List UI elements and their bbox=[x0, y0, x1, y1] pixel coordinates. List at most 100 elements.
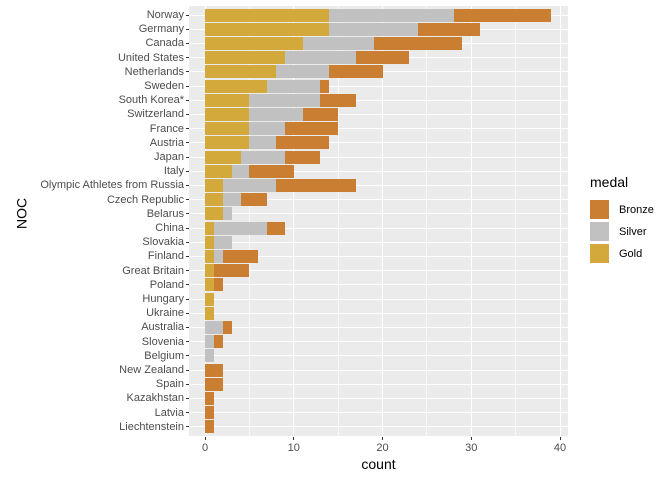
y-axis-label: Sweden bbox=[144, 80, 184, 92]
bar-segment-bronze bbox=[222, 321, 232, 334]
bar-stack bbox=[205, 335, 223, 349]
bar-segment-bronze bbox=[355, 51, 410, 65]
bar-row bbox=[189, 335, 568, 349]
bar-row bbox=[189, 377, 568, 391]
legend-label: Gold bbox=[619, 247, 643, 260]
bar-row bbox=[189, 320, 568, 334]
legend-key-gold bbox=[590, 244, 609, 263]
gridline-minor bbox=[515, 6, 517, 436]
bar-segment-gold bbox=[205, 65, 276, 79]
row-gridline bbox=[189, 255, 568, 257]
legend-label: Bronze bbox=[619, 203, 654, 216]
bar-stack bbox=[205, 349, 214, 363]
bar-segment-gold bbox=[205, 37, 303, 50]
y-tick-mark bbox=[185, 99, 189, 101]
y-axis-label: Slovakia bbox=[142, 236, 184, 249]
y-axis-label: Liechtenstein bbox=[119, 420, 184, 433]
bar-segment-bronze bbox=[240, 193, 268, 207]
bar-segment-silver bbox=[213, 235, 232, 249]
bar-segment-bronze bbox=[205, 377, 223, 391]
bar-segment-silver bbox=[231, 164, 250, 178]
bar-stack bbox=[205, 392, 214, 405]
bar-stack bbox=[205, 150, 321, 164]
gridline-minor bbox=[337, 6, 339, 436]
bar-segment-gold bbox=[205, 79, 268, 93]
gridline-major bbox=[382, 6, 383, 436]
bar-segment-gold bbox=[205, 264, 214, 278]
y-axis-label: Italy bbox=[163, 165, 184, 178]
bar-segment-silver bbox=[205, 335, 214, 349]
bar-segment-bronze bbox=[276, 136, 330, 150]
gridline-major bbox=[204, 6, 206, 436]
bar-segment-silver bbox=[205, 321, 223, 334]
bar-row bbox=[189, 278, 568, 292]
bar-segment-bronze bbox=[329, 65, 383, 79]
row-gridline bbox=[189, 426, 568, 428]
bar-row bbox=[189, 207, 568, 221]
bar-segment-bronze bbox=[222, 250, 259, 263]
legend-entry: Bronze bbox=[590, 200, 654, 219]
legend-key-bronze bbox=[590, 200, 609, 219]
bar-segment-bronze bbox=[205, 392, 214, 405]
y-axis-label: Spain bbox=[155, 378, 184, 391]
bar-segment-gold bbox=[205, 193, 223, 207]
y-tick-mark bbox=[185, 28, 189, 30]
bar-segment-gold bbox=[205, 108, 250, 121]
y-axis-label: Netherlands bbox=[124, 65, 184, 78]
y-axis-label: China bbox=[155, 222, 184, 234]
row-gridline bbox=[189, 241, 568, 243]
y-tick-mark bbox=[185, 43, 189, 44]
y-axis-label: Hungary bbox=[142, 293, 184, 305]
y-tick-mark bbox=[185, 383, 189, 385]
y-axis-label: Australia bbox=[141, 321, 184, 334]
bar-segment-gold bbox=[205, 136, 250, 150]
bar-stack bbox=[205, 250, 259, 263]
y-tick-mark bbox=[185, 355, 189, 357]
bar-segment-gold bbox=[205, 150, 241, 164]
bar-segment-gold bbox=[205, 122, 250, 136]
y-axis-label: Slovenia bbox=[141, 335, 184, 348]
row-gridline bbox=[189, 312, 568, 314]
bar-stack bbox=[205, 136, 330, 150]
bar-row bbox=[189, 420, 568, 434]
y-tick-mark bbox=[185, 270, 189, 272]
bar-segment-silver bbox=[222, 207, 232, 221]
bar-segment-silver bbox=[329, 22, 418, 36]
legend-label: Silver bbox=[619, 225, 647, 238]
row-gridline bbox=[189, 170, 568, 172]
bar-segment-silver bbox=[276, 65, 330, 79]
x-tick-label: 0 bbox=[201, 442, 209, 454]
y-tick-mark bbox=[185, 398, 189, 399]
bar-stack bbox=[205, 321, 232, 334]
y-tick-mark bbox=[185, 57, 189, 59]
bar-segment-gold bbox=[205, 235, 214, 249]
bar-segment-silver bbox=[267, 79, 321, 93]
bar-segment-silver bbox=[213, 221, 268, 235]
y-axis-label: United States bbox=[117, 51, 184, 64]
y-axis-label: France bbox=[149, 122, 184, 135]
bar-segment-bronze bbox=[418, 22, 481, 36]
row-gridline bbox=[189, 156, 568, 158]
y-tick-mark bbox=[185, 128, 189, 130]
y-tick-mark bbox=[185, 156, 189, 158]
bar-stack bbox=[205, 79, 330, 93]
bar-segment-bronze bbox=[373, 37, 463, 50]
y-tick-mark bbox=[185, 142, 189, 144]
row-gridline bbox=[189, 213, 568, 215]
y-axis-label: Germany bbox=[138, 23, 184, 36]
bar-segment-silver bbox=[284, 51, 356, 65]
y-axis-label: Olympic Athletes from Russia bbox=[40, 179, 184, 192]
bar-row bbox=[189, 136, 568, 150]
bar-segment-bronze bbox=[249, 164, 294, 178]
bar-segment-bronze bbox=[205, 406, 214, 420]
bar-segment-gold bbox=[205, 93, 250, 107]
y-axis-title: NOC bbox=[13, 197, 30, 229]
bar-segment-gold bbox=[205, 221, 214, 235]
row-gridline bbox=[189, 99, 568, 101]
bar-row bbox=[189, 8, 568, 22]
bar-segment-gold bbox=[205, 179, 223, 192]
gridline-major bbox=[470, 6, 472, 436]
y-tick-mark bbox=[185, 341, 189, 343]
bar-row bbox=[189, 221, 568, 235]
bar-row bbox=[189, 22, 568, 36]
